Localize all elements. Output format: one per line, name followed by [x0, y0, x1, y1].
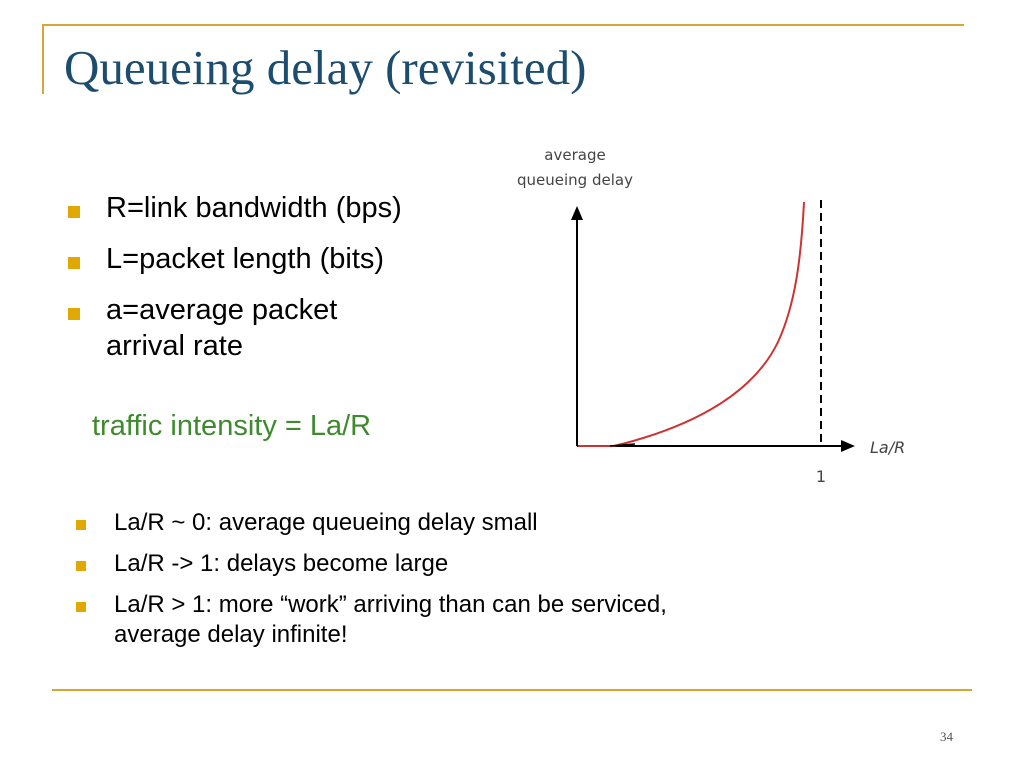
frame-top-rule — [42, 24, 964, 26]
observation-item: La/R -> 1: delays become large — [76, 549, 736, 579]
definitions-list: R=link bandwidth (bps) L=packet length (… — [68, 190, 508, 379]
observation-item: La/R ~ 0: average queueing delay small — [76, 508, 736, 538]
y-axis-arrow-icon — [571, 206, 583, 220]
definition-text: L=packet length (bits) — [106, 243, 385, 275]
definition-text: R=link bandwidth (bps) — [106, 192, 402, 224]
graph-xlabel: La/R — [870, 438, 905, 457]
definition-text: a=average packet arrival rate — [106, 294, 338, 362]
frame-bottom-rule — [52, 689, 972, 691]
observations-list: La/R ~ 0: average queueing delay small L… — [76, 508, 736, 661]
asymptote-label: 1 — [816, 467, 826, 486]
bullet-square-icon — [76, 602, 86, 612]
queueing-delay-graph: average queueing delay La/R 1 — [517, 146, 905, 486]
bullet-square-icon — [76, 561, 86, 571]
slide-title: Queueing delay (revisited) — [64, 40, 587, 95]
frame-left-rule — [42, 24, 44, 94]
bullet-square-icon — [76, 520, 86, 530]
x-axis-arrow-icon — [841, 440, 855, 452]
curve-baseline-segment — [609, 443, 636, 447]
definition-item: L=packet length (bits) — [68, 241, 508, 277]
graph-ylabel-line1: average — [544, 146, 605, 164]
definition-item: a=average packet arrival rate — [68, 292, 406, 364]
bullet-square-icon — [68, 257, 80, 269]
delay-curve — [578, 201, 805, 447]
page-number: 34 — [940, 729, 953, 744]
bullet-square-icon — [68, 308, 80, 320]
observation-text: La/R > 1: more “work” arriving than can … — [114, 591, 667, 648]
observation-text: La/R -> 1: delays become large — [114, 550, 449, 577]
observation-item: La/R > 1: more “work” arriving than can … — [76, 590, 714, 650]
traffic-intensity-formula: traffic intensity = La/R — [92, 410, 372, 442]
bullet-square-icon — [68, 206, 80, 218]
definition-item: R=link bandwidth (bps) — [68, 190, 508, 226]
observation-text: La/R ~ 0: average queueing delay small — [114, 509, 538, 536]
graph-ylabel-line2: queueing delay — [517, 171, 633, 189]
